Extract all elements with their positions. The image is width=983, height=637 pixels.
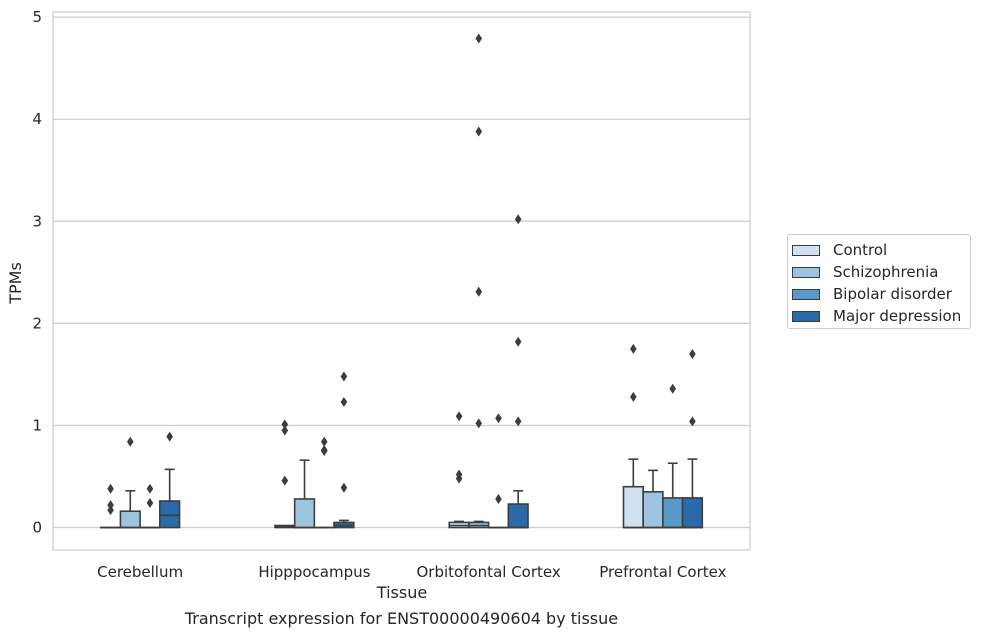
box-body — [642, 491, 664, 529]
outlier-point — [514, 214, 522, 225]
outlier-point — [495, 413, 502, 424]
x-tick-label: Prefrontal Cortex — [599, 563, 726, 581]
outlier-point — [340, 482, 348, 493]
y-tick-labels: 0 1 2 3 4 5 — [32, 8, 42, 536]
y-tick-label: 1 — [32, 416, 42, 434]
legend-swatch — [792, 244, 820, 256]
y-tick-label: 5 — [32, 8, 42, 26]
outlier-point — [320, 445, 328, 456]
x-tick-label: Hipppocampus — [258, 563, 370, 581]
legend-label: Schizophrenia — [833, 263, 939, 281]
outlier-point — [340, 396, 348, 407]
y-tick-label: 0 — [32, 519, 42, 537]
outlier-point — [340, 371, 348, 382]
outlier-point — [455, 411, 463, 422]
outlier-point — [514, 336, 522, 347]
outlier-point — [475, 33, 483, 44]
legend: Control Schizophrenia Bipolar disorder Majo… — [787, 234, 971, 329]
x-tick-label: Orbitofontal Cortex — [417, 563, 561, 581]
box — [448, 520, 470, 529]
box — [119, 489, 141, 529]
box — [293, 459, 316, 529]
box — [662, 462, 684, 529]
legend-swatch — [792, 266, 820, 278]
outlier-point — [689, 348, 696, 359]
box-body — [662, 497, 684, 529]
legend-item: Bipolar disorder — [792, 283, 970, 305]
outlier-point — [495, 493, 502, 504]
outlier-point — [146, 498, 154, 509]
outlier-point — [475, 126, 483, 137]
legend-item: Control — [792, 239, 970, 261]
plot-area — [52, 11, 751, 551]
legend-item: Major depression — [792, 305, 970, 327]
chart-caption: Transcript expression for ENST0000049060… — [184, 609, 619, 628]
outlier-point — [669, 383, 677, 394]
x-tick-label: Cerebellum — [97, 563, 183, 581]
y-tick-label: 3 — [32, 212, 42, 230]
outlier-point — [107, 505, 114, 516]
outlier-point — [514, 416, 522, 427]
outlier-point — [281, 425, 289, 436]
box-body — [159, 500, 181, 529]
legend-label: Major depression — [833, 307, 962, 325]
outlier-point — [630, 343, 637, 354]
outlier-point — [475, 418, 483, 429]
outlier-point — [475, 286, 483, 297]
box — [681, 458, 704, 529]
box-body — [119, 510, 141, 529]
outliers — [107, 33, 696, 516]
outlier-point — [281, 475, 289, 486]
boxes — [99, 458, 704, 529]
outlier-point — [107, 500, 114, 511]
box — [507, 489, 529, 529]
outlier-point — [146, 483, 154, 494]
legend-label: Bipolar disorder — [833, 285, 952, 303]
outlier-point — [126, 436, 134, 447]
outlier-point — [630, 391, 637, 402]
legend-label: Control — [833, 241, 888, 259]
box-body — [293, 498, 316, 529]
box — [274, 524, 296, 529]
outlier-point — [107, 483, 114, 494]
outlier-point — [455, 473, 463, 484]
box — [333, 519, 355, 529]
outlier-point — [689, 416, 696, 427]
box — [468, 520, 490, 529]
outlier-point — [281, 419, 289, 430]
y-axis-label: TPMs — [6, 262, 25, 305]
box-body — [622, 485, 644, 529]
outlier-point — [166, 431, 173, 442]
legend-swatch — [792, 310, 820, 322]
x-axis-label: Tissue — [376, 583, 427, 602]
x-tick-labels: Cerebellum Hipppocampus Orbitofontal Corte… — [97, 563, 726, 581]
outlier-point — [320, 436, 328, 447]
box-body — [681, 497, 704, 529]
box — [159, 468, 181, 529]
legend-swatch — [792, 288, 820, 300]
box-body — [507, 503, 529, 529]
y-tick-label: 2 — [32, 314, 42, 332]
y-tick-label: 4 — [32, 110, 42, 128]
legend-item: Schizophrenia — [792, 261, 970, 283]
